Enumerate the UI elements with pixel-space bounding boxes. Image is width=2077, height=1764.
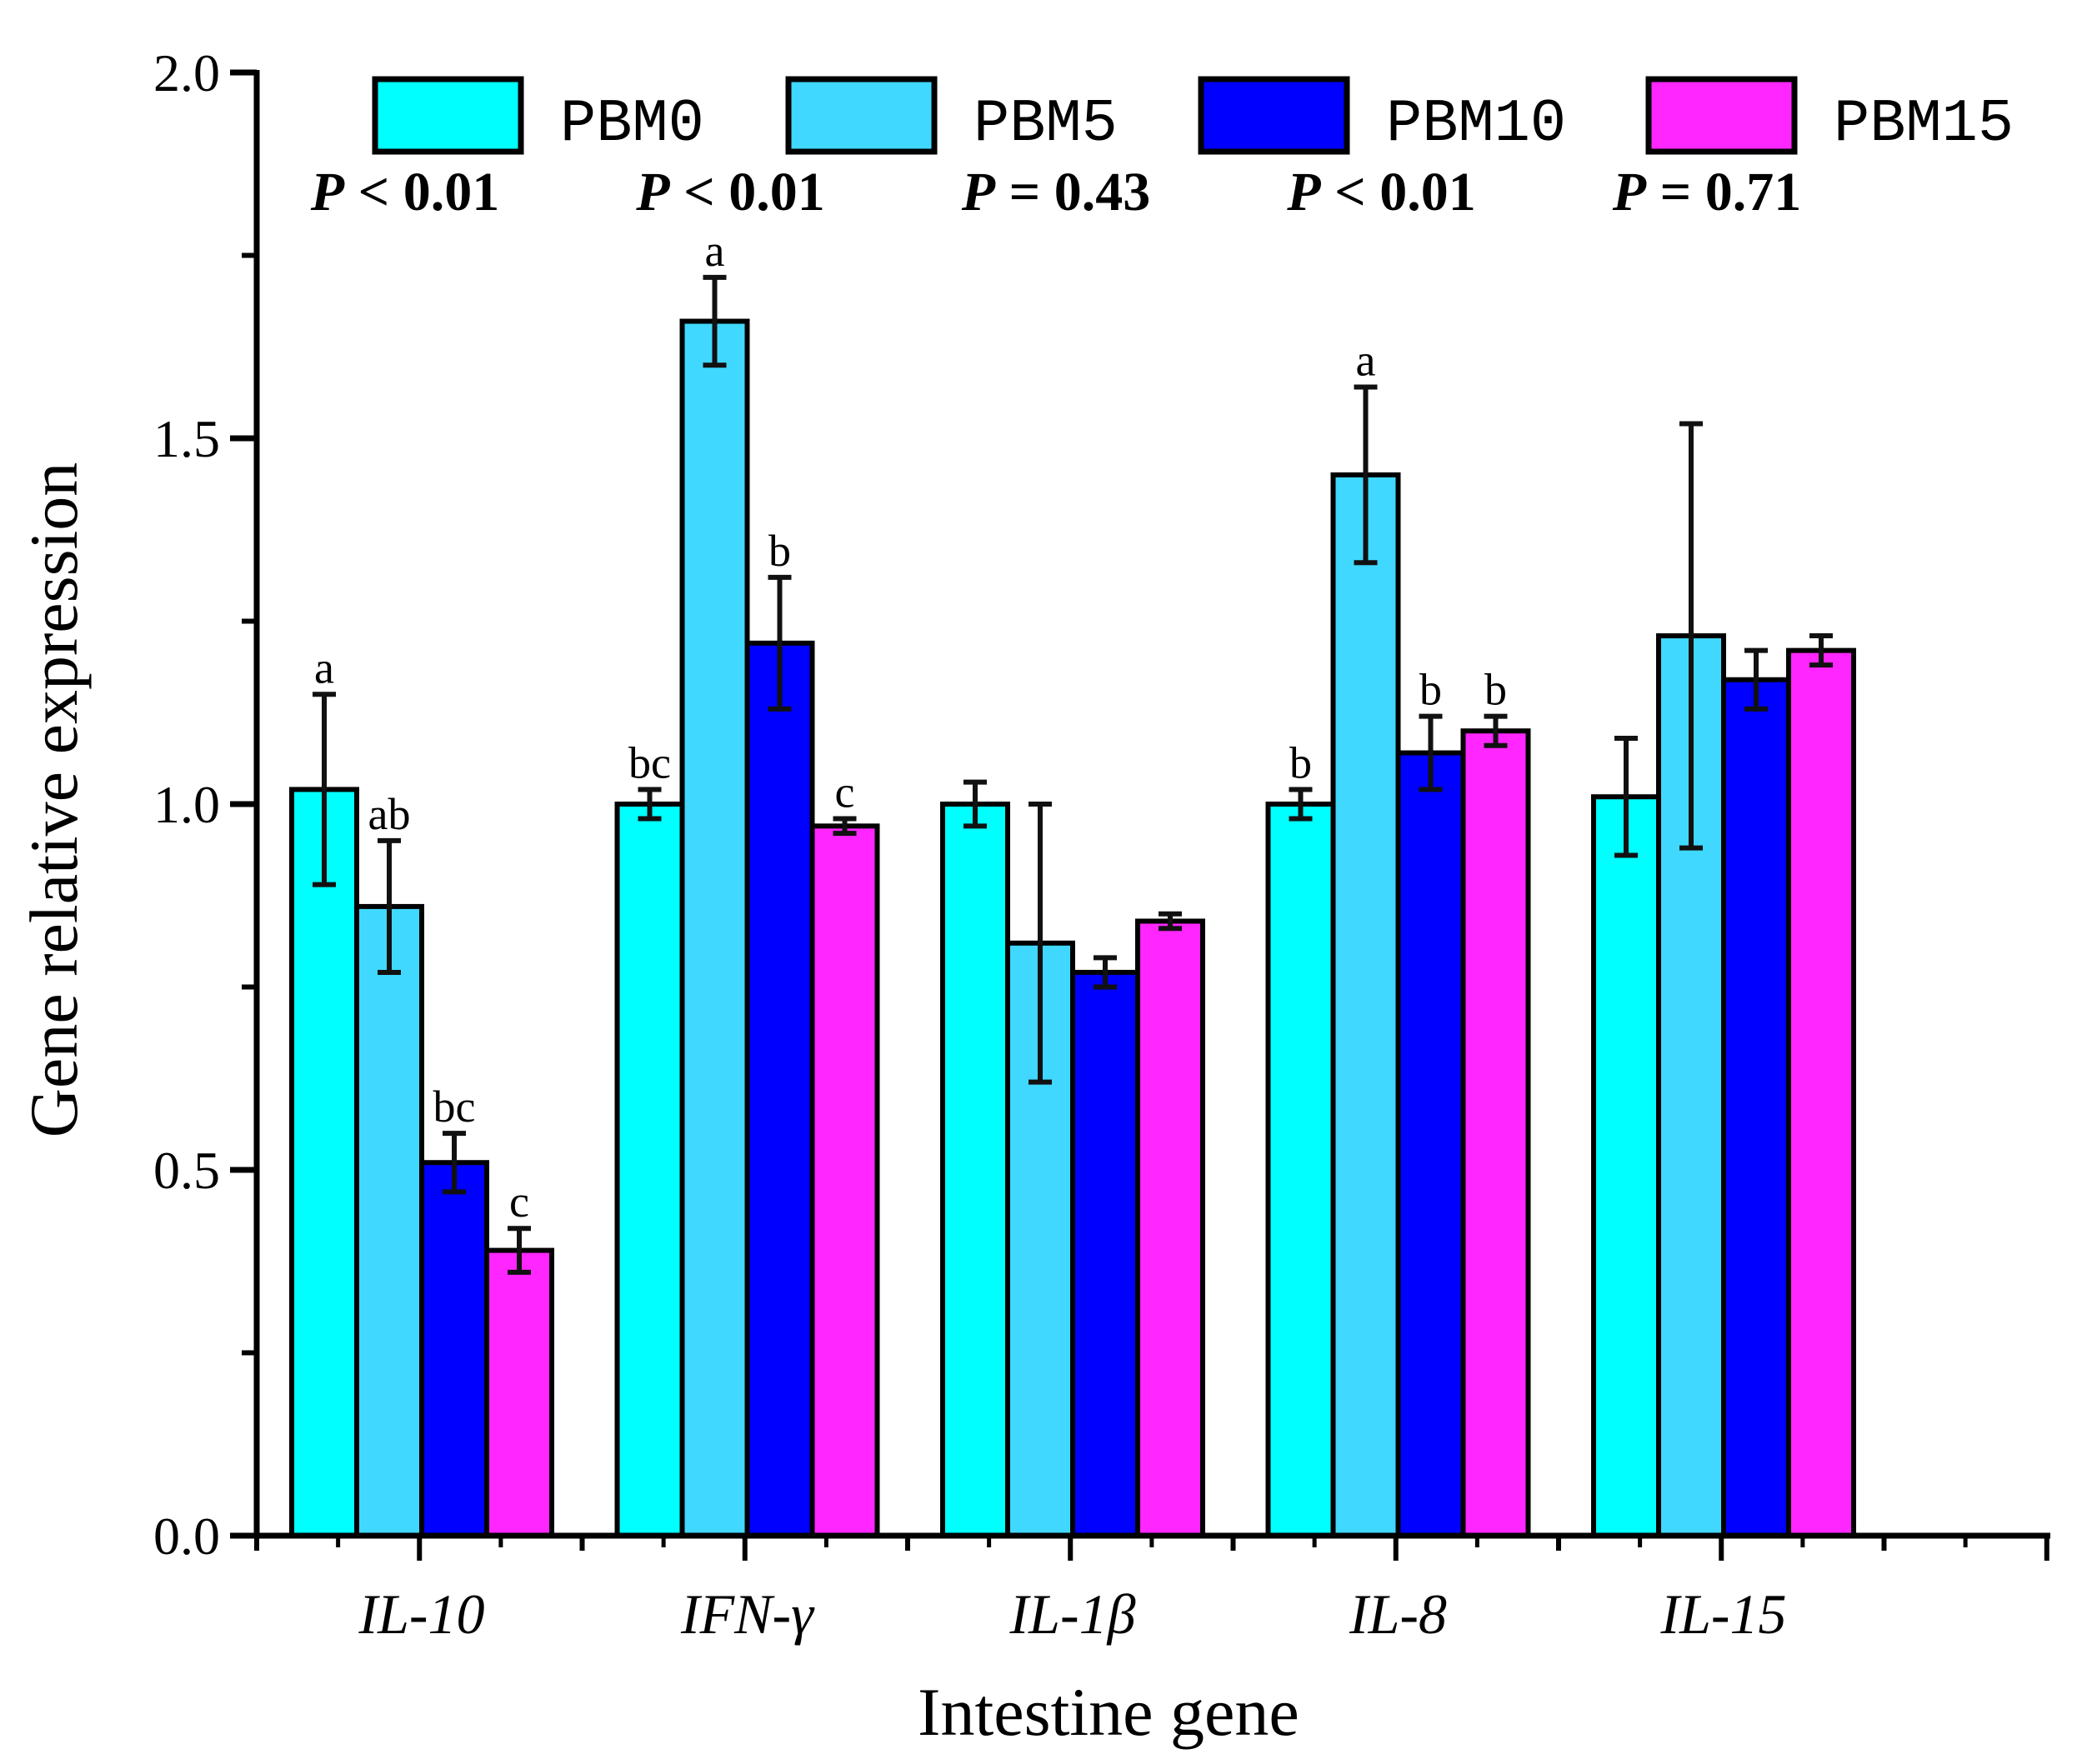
bar-pbm10-il-10 (419, 1160, 489, 1538)
bar-pbm10-ifn-γ (744, 640, 815, 1539)
p-values-layer: P < 0.01 P < 0.01 P = 0.43 P < 0.01 P = 0.71 (310, 162, 1801, 222)
legend-label: PBM0 (560, 90, 704, 158)
bar-pbm0-ifn-γ (614, 802, 685, 1538)
bar-pbm0-il-1β (940, 802, 1010, 1538)
y-tick-label: 0.0 (153, 1507, 220, 1566)
bar-pbm15-ifn-γ (809, 823, 880, 1538)
y-ticks-layer: 0.0 0.5 1.0 1.5 2.0 (153, 43, 257, 1566)
p-value-label: P < 0.01 (635, 162, 824, 222)
significance-letter: bc (433, 1082, 476, 1132)
significance-letter: ab (368, 789, 411, 839)
bar-pbm0-il-10 (289, 787, 359, 1538)
x-tick-label: IFN-γ (680, 1582, 815, 1646)
legend-swatch-pbm10 (1198, 76, 1350, 155)
y-tick-label: 1.0 (153, 775, 220, 834)
y-axis-label: Gene relative expression (16, 462, 92, 1138)
p-value-label: P = 0.43 (961, 162, 1150, 222)
legend: PBM0 PBM5 PBM10 PBM15 (372, 76, 2014, 158)
p-value-label: P < 0.01 (310, 162, 499, 222)
significance-letter: b (768, 526, 791, 576)
legend-swatch-pbm5 (785, 76, 938, 155)
legend-label: PBM5 (973, 90, 1118, 158)
x-tick-label: IL-1β (1009, 1582, 1136, 1646)
significance-letter: a (314, 642, 334, 692)
bar-pbm0-il-15 (1591, 794, 1661, 1538)
error-bars-layer (313, 274, 1833, 1275)
bar-pbm5-il-10 (354, 903, 424, 1539)
x-tick-label: IL-8 (1349, 1582, 1447, 1646)
bar-pbm0-il-8 (1265, 802, 1336, 1538)
significance-letter: b (1419, 665, 1442, 715)
significance-letter: bc (628, 737, 671, 787)
p-value-label: P < 0.01 (1286, 162, 1475, 222)
significance-letter: a (705, 226, 725, 276)
bar-pbm10-il-1β (1070, 969, 1140, 1538)
y-tick-label: 1.5 (153, 409, 220, 468)
significance-letter: c (835, 767, 855, 817)
x-axis-label: Intestine gene (918, 1674, 1299, 1750)
significance-letter: b (1484, 665, 1507, 715)
bar-pbm15-il-10 (484, 1247, 554, 1538)
legend-label: PBM10 (1386, 90, 1566, 158)
legend-label: PBM15 (1834, 90, 2014, 158)
significance-letter: b (1289, 737, 1312, 787)
bar-pbm15-il-8 (1460, 728, 1531, 1538)
significance-letter: c (509, 1177, 529, 1227)
y-tick-label: 0.5 (153, 1141, 220, 1200)
bar-pbm5-il-8 (1330, 472, 1401, 1538)
legend-swatch-pbm0 (372, 76, 524, 155)
y-tick-label: 2.0 (153, 43, 220, 102)
x-tick-label: IL-15 (1659, 1582, 1786, 1646)
bar-pbm15-il-1β (1135, 918, 1205, 1538)
bar-pbm15-il-15 (1786, 647, 1856, 1538)
x-ticks-layer: IL-10 IFN-γ IL-1β IL-8 IL-15 (254, 1536, 2049, 1646)
p-value-label: P = 0.71 (1612, 162, 1801, 222)
x-tick-label: IL-10 (358, 1582, 484, 1646)
bar-pbm10-il-8 (1395, 750, 1466, 1538)
bar-pbm10-il-15 (1721, 677, 1791, 1538)
bar-pbm5-ifn-γ (679, 318, 750, 1538)
legend-swatch-pbm15 (1645, 76, 1798, 155)
significance-letter: a (1356, 336, 1376, 386)
bars-layer (289, 318, 1856, 1539)
